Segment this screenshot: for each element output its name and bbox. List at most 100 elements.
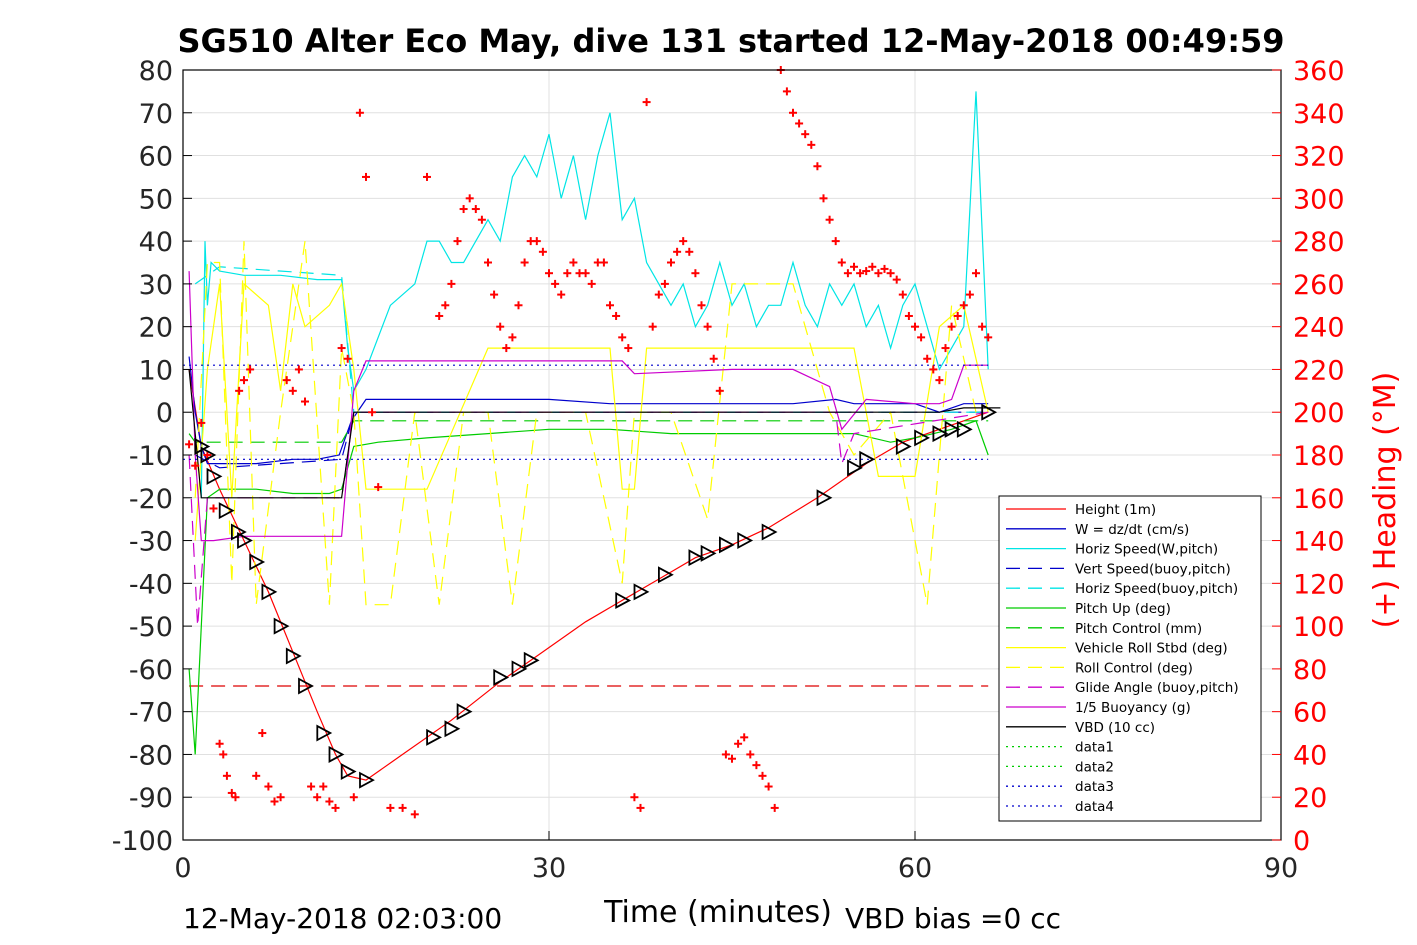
depth-marker-triangle bbox=[200, 446, 217, 464]
heading-point bbox=[599, 258, 608, 267]
legend-label: Pitch Control (mm) bbox=[1075, 621, 1202, 637]
heading-point bbox=[874, 269, 883, 278]
heading-point bbox=[231, 793, 240, 802]
heading-point bbox=[978, 322, 987, 331]
heading-point bbox=[831, 237, 840, 246]
heading-point bbox=[819, 194, 828, 203]
heading-point bbox=[703, 322, 712, 331]
heading-point bbox=[679, 237, 688, 246]
heading-point bbox=[685, 247, 694, 256]
heading-point bbox=[240, 376, 248, 385]
right-tick-label: 260 bbox=[1293, 270, 1345, 301]
heading-point bbox=[740, 733, 749, 742]
heading-point bbox=[581, 269, 590, 278]
heading-point bbox=[691, 269, 700, 278]
heading-point bbox=[343, 354, 352, 363]
legend-label: data3 bbox=[1075, 779, 1114, 795]
heading-point bbox=[545, 269, 553, 278]
left-tick-label: -50 bbox=[129, 612, 173, 643]
heading-point bbox=[959, 301, 968, 310]
heading-point bbox=[667, 258, 675, 267]
x-tick-label: 30 bbox=[532, 853, 566, 884]
x-tick-label: 90 bbox=[1264, 853, 1298, 884]
heading-point bbox=[447, 279, 456, 288]
depth-marker-triangle bbox=[700, 544, 717, 562]
left-tick-label: 0 bbox=[156, 398, 173, 429]
left-tick-label: 80 bbox=[139, 56, 173, 87]
heading-point bbox=[965, 290, 974, 299]
footer-vbd-bias: VBD bias =0 cc bbox=[845, 902, 1061, 935]
heading-point bbox=[618, 333, 627, 342]
marker-layer bbox=[185, 66, 998, 819]
heading-point bbox=[331, 803, 340, 812]
heading-point bbox=[459, 205, 468, 214]
heading-point bbox=[398, 803, 407, 812]
right-tick-label: 20 bbox=[1293, 783, 1327, 814]
legend-label: VBD (10 cc) bbox=[1075, 720, 1155, 736]
heading-point bbox=[532, 237, 541, 246]
heading-point bbox=[368, 408, 377, 417]
heading-point bbox=[880, 264, 889, 273]
heading-point bbox=[441, 301, 450, 310]
depth-marker-triangle bbox=[688, 549, 705, 567]
right-tick-label: 320 bbox=[1293, 142, 1345, 173]
left-tick-label: -40 bbox=[129, 569, 173, 600]
heading-point bbox=[935, 376, 944, 385]
right-tick-label: 100 bbox=[1293, 612, 1345, 643]
heading-point bbox=[941, 344, 950, 353]
depth-marker-triangle bbox=[261, 583, 278, 601]
depth-marker-triangle bbox=[456, 703, 473, 721]
depth-marker-triangle bbox=[298, 677, 314, 695]
heading-point bbox=[923, 354, 932, 363]
left-tick-label: 60 bbox=[139, 142, 173, 173]
heading-point bbox=[917, 333, 926, 342]
heading-point bbox=[362, 172, 370, 181]
heading-point bbox=[325, 797, 334, 806]
right-tick-label: 120 bbox=[1293, 569, 1345, 600]
heading-point bbox=[453, 237, 462, 246]
heading-point bbox=[953, 311, 962, 320]
heading-point bbox=[972, 269, 980, 278]
depth-marker-triangle bbox=[511, 660, 528, 678]
right-tick-label: 280 bbox=[1293, 227, 1345, 258]
heading-point bbox=[636, 803, 645, 812]
right-tick-label: 160 bbox=[1293, 484, 1345, 515]
legend-label: Vert Speed(buoy,pitch) bbox=[1075, 561, 1231, 577]
heading-point bbox=[471, 205, 480, 214]
depth-marker-triangle bbox=[249, 553, 266, 571]
heading-point bbox=[270, 797, 279, 806]
depth-marker-triangle bbox=[426, 728, 442, 746]
right-tick-label: 300 bbox=[1293, 184, 1345, 215]
depth-marker-triangle bbox=[340, 763, 357, 781]
legend-label: data2 bbox=[1075, 759, 1114, 775]
x-tick-label: 60 bbox=[898, 853, 932, 884]
right-tick-label: 40 bbox=[1293, 740, 1327, 771]
heading-point bbox=[904, 311, 913, 320]
depth-marker-triangle bbox=[719, 536, 735, 554]
series-line-vehicle-roll-stbd-deg bbox=[194, 282, 989, 541]
left-tick-label: 50 bbox=[139, 184, 173, 215]
heading-point bbox=[374, 483, 383, 492]
right-tick-label: 220 bbox=[1293, 355, 1345, 386]
heading-point bbox=[630, 793, 639, 802]
legend-label: Horiz Speed(W,pitch) bbox=[1075, 542, 1218, 558]
footer-timestamp: 12-May-2018 02:03:00 bbox=[183, 902, 502, 935]
heading-point bbox=[654, 290, 663, 299]
left-tick-label: -20 bbox=[129, 484, 173, 515]
heading-point bbox=[410, 810, 419, 819]
legend-label: W = dz/dt (cm/s) bbox=[1075, 522, 1189, 538]
right-tick-label: 60 bbox=[1293, 698, 1327, 729]
heading-point bbox=[235, 386, 244, 395]
depth-marker-triangle bbox=[816, 489, 833, 507]
heading-point bbox=[721, 750, 730, 759]
heading-point bbox=[191, 461, 200, 470]
legend-label: data4 bbox=[1075, 799, 1114, 815]
depth-marker-triangle bbox=[737, 532, 754, 550]
heading-point bbox=[227, 788, 236, 797]
left-tick-label: 20 bbox=[139, 313, 173, 344]
left-tick-label: -80 bbox=[129, 740, 173, 771]
heading-point bbox=[911, 322, 919, 331]
depth-marker-triangle bbox=[633, 583, 650, 601]
heading-point bbox=[612, 311, 621, 320]
legend-label: Roll Control (deg) bbox=[1075, 660, 1193, 676]
